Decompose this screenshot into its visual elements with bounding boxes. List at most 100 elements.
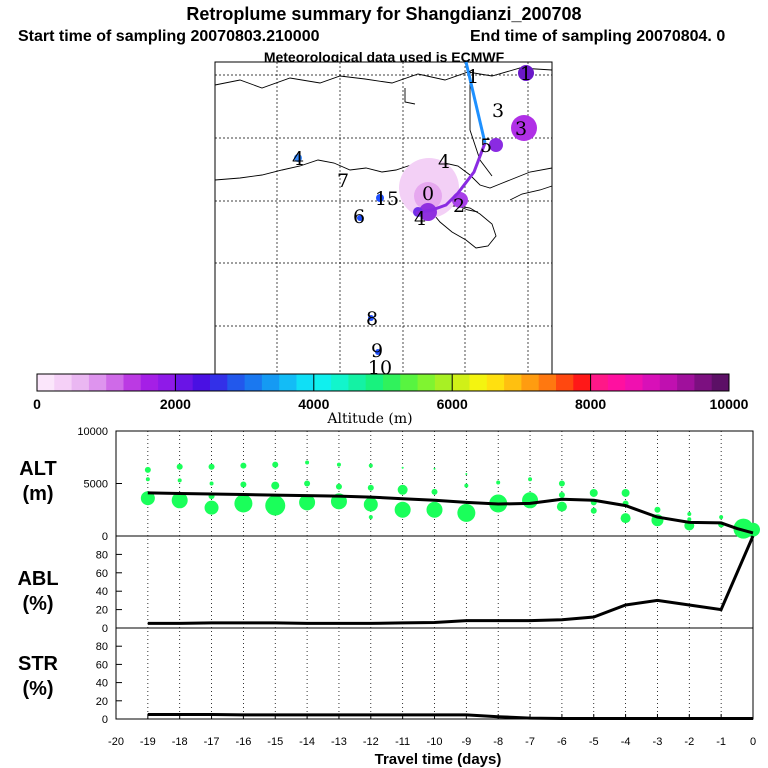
panel-vertical-grid bbox=[147, 431, 722, 719]
abl-panel-label: ABL bbox=[17, 568, 58, 590]
colorbar-tick-label: 0 bbox=[33, 396, 41, 412]
colorbar-cell bbox=[123, 374, 142, 391]
altitude-point bbox=[397, 484, 408, 495]
plume-marker bbox=[375, 349, 381, 355]
altitude-point bbox=[496, 480, 501, 485]
altitude-mean-line bbox=[147, 491, 754, 535]
sampling-start: Start time of sampling 20070803.210000 bbox=[18, 28, 320, 45]
colorbar-cell bbox=[244, 374, 263, 391]
colorbar-cell bbox=[400, 374, 418, 391]
abl-tick-label: 80 bbox=[96, 549, 108, 561]
altitude-point bbox=[589, 488, 598, 497]
alt-tick-label: 0 bbox=[102, 531, 108, 543]
altitude-point bbox=[394, 501, 411, 518]
x-axis-ticks: -20 -19 -18 -17 -16 -15 -14 -13 -12 -11 -10 -9 -8 -7-… bbox=[108, 714, 756, 748]
altitude-point bbox=[426, 501, 443, 518]
altitude-point bbox=[145, 477, 150, 482]
met-data-line: Meteorological data used is ECMWF bbox=[264, 49, 505, 65]
colorbar-cell bbox=[625, 374, 643, 391]
x-tick-label: -9 bbox=[461, 736, 471, 748]
altitude-point bbox=[304, 480, 311, 487]
colorbar-cell bbox=[261, 374, 280, 391]
colorbar-cell bbox=[54, 374, 72, 391]
day-label: 0 bbox=[422, 183, 434, 205]
day-label: 9 bbox=[371, 340, 383, 362]
str-panel-unit: (%) bbox=[22, 678, 53, 700]
colorbar-cell bbox=[158, 374, 176, 391]
mean-trajectory-upper bbox=[464, 61, 487, 144]
colorbar-cell bbox=[331, 374, 349, 391]
x-tick-label: -19 bbox=[140, 736, 156, 748]
plume-marker bbox=[511, 115, 537, 141]
plume-marker bbox=[489, 138, 503, 152]
colorbar-cell bbox=[711, 374, 730, 391]
altitude-point bbox=[144, 466, 151, 473]
day-label: 3 bbox=[515, 118, 527, 140]
x-tick-label: -2 bbox=[684, 736, 694, 748]
x-tick-label: -11 bbox=[395, 736, 410, 748]
colorbar-ticks: 0 2000 4000 6000 8000 10000 bbox=[33, 374, 749, 412]
altitude-point bbox=[305, 460, 310, 465]
day-label: 15 bbox=[375, 188, 399, 210]
colorbar-cell bbox=[556, 374, 574, 391]
x-axis-label: Travel time (days) bbox=[375, 751, 502, 768]
map-gridlines bbox=[215, 62, 552, 374]
mean-trajectory-lower bbox=[415, 142, 487, 215]
map-frame bbox=[214, 61, 553, 375]
altitude-point bbox=[457, 503, 476, 522]
altitude-point bbox=[719, 515, 724, 520]
colorbar-cell bbox=[365, 374, 384, 391]
x-tick-label: -3 bbox=[653, 736, 663, 748]
altitude-point bbox=[464, 483, 469, 488]
altitude-point bbox=[621, 488, 630, 497]
plume-marker bbox=[294, 154, 302, 162]
altitude-point bbox=[368, 463, 373, 468]
abl-tick-label: 60 bbox=[96, 568, 108, 580]
colorbar-cell bbox=[383, 374, 401, 391]
altitude-point bbox=[401, 466, 404, 469]
altitude-point bbox=[299, 494, 316, 511]
day-label: 3 bbox=[492, 100, 504, 122]
altitude-point bbox=[271, 481, 280, 490]
colorbar-cell bbox=[642, 374, 661, 391]
colorbar-cell bbox=[677, 374, 695, 391]
x-tick-label: -20 bbox=[108, 736, 124, 748]
day-label: 8 bbox=[366, 308, 378, 330]
altitude-point bbox=[654, 506, 661, 513]
x-tick-label: -12 bbox=[363, 736, 379, 748]
abl-tick-label: 0 bbox=[102, 623, 108, 635]
plume-marker bbox=[368, 315, 374, 321]
colorbar-cell bbox=[37, 374, 55, 391]
colorbar-tick-label: 8000 bbox=[575, 396, 606, 412]
colorbar-cell bbox=[227, 374, 245, 391]
altitude-point bbox=[208, 463, 215, 470]
plume-marker bbox=[357, 215, 363, 221]
abl-line bbox=[147, 535, 755, 625]
abl-panel-unit: (%) bbox=[22, 593, 53, 615]
x-tick-label: -5 bbox=[589, 736, 599, 748]
altitude-point bbox=[620, 513, 631, 524]
altitude-point bbox=[204, 500, 219, 515]
altitude-point bbox=[368, 515, 373, 520]
colorbar-cell bbox=[538, 374, 557, 391]
altitude-point bbox=[431, 488, 438, 495]
altitude-point bbox=[272, 461, 279, 468]
x-tick-label: -13 bbox=[331, 736, 347, 748]
plume-marker bbox=[376, 194, 384, 202]
colorbar-cell bbox=[504, 374, 522, 391]
altitude-point bbox=[336, 462, 341, 467]
str-tick-label: 20 bbox=[96, 696, 108, 708]
colorbar-cell bbox=[469, 374, 488, 391]
plume-marker bbox=[518, 65, 534, 81]
str-line bbox=[147, 713, 753, 720]
colorbar-cell bbox=[573, 374, 591, 391]
x-tick-label: -10 bbox=[427, 736, 443, 748]
altitude-point bbox=[558, 492, 565, 499]
colorbar-cell bbox=[348, 374, 367, 391]
colorbar-cell bbox=[434, 374, 453, 391]
x-tick-label: -4 bbox=[621, 736, 631, 748]
colorbar-cell bbox=[279, 374, 297, 391]
